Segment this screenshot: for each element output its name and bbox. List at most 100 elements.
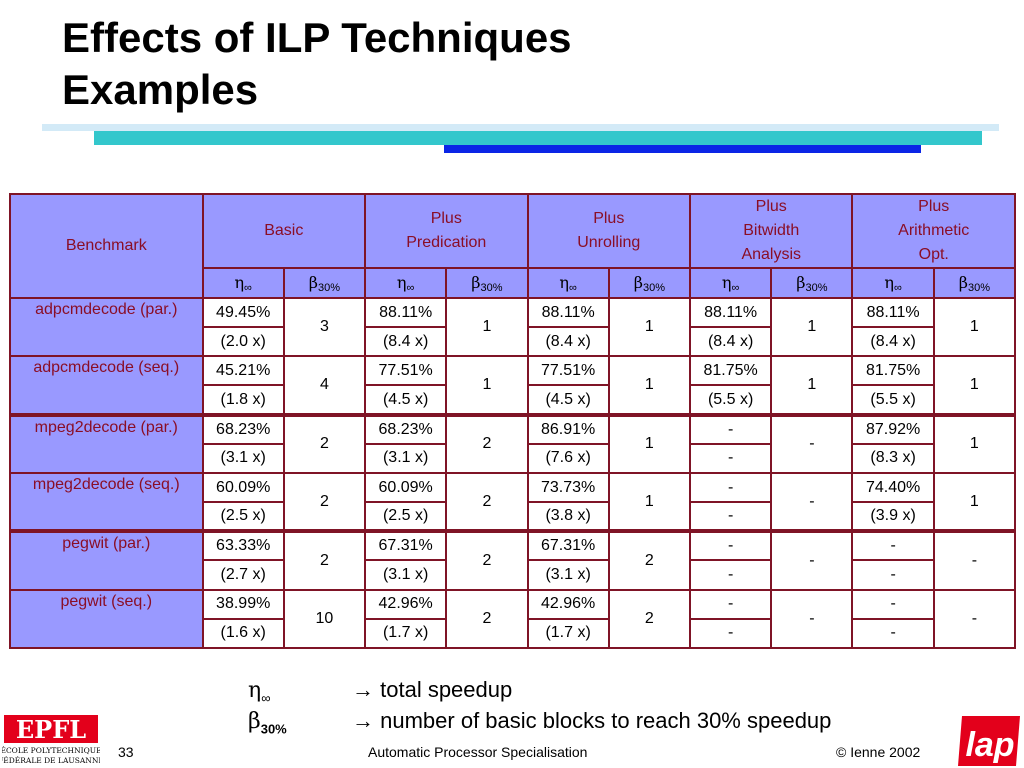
speedup-percent: 42.96%	[541, 595, 596, 613]
speedup-percent-cell: 88.11%	[526, 296, 610, 329]
speedup-factor: (2.5 x)	[382, 507, 429, 525]
arrow-right-icon: →	[352, 708, 374, 733]
basic-blocks-cell: 1	[607, 412, 692, 474]
speedup-factor-cell: (2.5 x)	[364, 501, 448, 533]
speedup-percent-cell: 60.09%	[364, 471, 448, 504]
speedup-factor-cell: (3.1 x)	[364, 559, 448, 591]
speedup-factor-cell: (5.5 x)	[688, 384, 773, 416]
header-group: Plus Predication	[364, 193, 529, 269]
speedup-percent-cell: 88.11%	[688, 296, 773, 329]
speedup-factor-cell: (8.4 x)	[688, 326, 773, 358]
beta-symbol: β	[471, 272, 481, 292]
speedup-factor: (3.9 x)	[870, 507, 916, 525]
speedup-percent-cell: -	[688, 588, 773, 620]
speedup-factor: -	[727, 449, 734, 467]
legend-description: → total speedup	[352, 677, 513, 702]
header-beta: β30%	[607, 267, 692, 299]
benchmark-name-label: mpeg2decode (seq.)	[32, 475, 180, 493]
basic-blocks-cell: 3	[282, 296, 367, 358]
speedup-percent-cell: -	[851, 529, 935, 562]
basic-blocks-cell: -	[770, 412, 854, 474]
speedup-factor-cell: -	[688, 501, 773, 533]
header-benchmark: Benchmark	[9, 193, 204, 299]
speedup-factor: (3.8 x)	[545, 507, 591, 525]
basic-blocks-value: 1	[482, 318, 492, 336]
table-row: (1.8 x) (4.5 x) (4.5 x) (5.5 x) (5.5 x)	[10, 384, 1015, 416]
slide-title-line1: Effects of ILP Techniques	[62, 14, 572, 61]
epfl-logo: EPFL ÉCOLE POLYTECHNIQUE FÉDÉRALE DE LAU…	[2, 715, 100, 765]
basic-blocks-cell: 4	[282, 355, 367, 416]
speedup-percent-cell: 60.09%	[201, 471, 285, 504]
decorative-bar-teal	[94, 131, 982, 145]
speedup-percent: -	[727, 595, 734, 613]
speedup-factor: (8.4 x)	[707, 332, 754, 350]
beta-symbol: β	[633, 272, 643, 292]
slide-title-line2: Examples	[62, 66, 259, 113]
basic-blocks-value: -	[971, 551, 978, 569]
header-group: Plus Arithmetic Opt.	[851, 193, 1016, 269]
svg-text:FÉDÉRALE DE LAUSANNE: FÉDÉRALE DE LAUSANNE	[2, 756, 100, 765]
basic-blocks-cell: -	[770, 588, 854, 650]
speedup-factor: -	[890, 565, 896, 583]
speedup-factor: (3.1 x)	[220, 449, 266, 467]
speedup-percent-cell: 77.51%	[364, 355, 448, 387]
basic-blocks-cell: 2	[282, 529, 367, 591]
speedup-percent: 81.75%	[865, 361, 921, 379]
eta-subscript: ∞	[569, 281, 577, 294]
speedup-percent-cell: 67.31%	[364, 529, 448, 562]
speedup-percent: 73.73%	[541, 478, 596, 496]
speedup-factor-cell: (3.1 x)	[364, 442, 448, 474]
eta-symbol: η	[559, 272, 569, 292]
eta-symbol: η	[721, 272, 732, 292]
basic-blocks-value: 1	[644, 435, 654, 453]
speedup-factor: (2.5 x)	[220, 507, 266, 525]
benchmark-name-label: pegwit (seq.)	[60, 592, 153, 610]
benchmark-name-label: mpeg2decode (par.)	[34, 418, 178, 436]
slide-title: Effects of ILP Techniques Examples	[62, 12, 572, 116]
header-group-label: Plus	[430, 210, 462, 227]
speedup-percent-cell: 86.91%	[526, 412, 610, 445]
footer-copyright: © Ienne 2002	[836, 744, 921, 760]
speedup-percent-cell: 73.73%	[526, 471, 610, 504]
basic-blocks-value: 1	[482, 375, 492, 393]
basic-blocks-value: 2	[644, 551, 654, 569]
speedup-percent-cell: -	[688, 471, 773, 504]
speedup-percent-cell: -	[688, 529, 773, 562]
beta-subscript: 30%	[642, 281, 666, 294]
basic-blocks-value: -	[971, 609, 978, 627]
decorative-bar-blue	[444, 145, 921, 153]
header-eta: η∞	[201, 267, 285, 299]
basic-blocks-cell: -	[932, 588, 1017, 650]
speedup-percent-cell: 77.51%	[526, 355, 610, 387]
speedup-factor-cell: (7.6 x)	[526, 442, 610, 474]
speedup-percent: 88.11%	[541, 303, 595, 321]
basic-blocks-cell: 1	[770, 355, 854, 416]
header-beta: β30%	[445, 267, 529, 299]
basic-blocks-cell: 1	[607, 355, 692, 416]
header-group-label: Plus	[593, 210, 625, 227]
speedup-percent-cell: 68.23%	[364, 412, 448, 445]
speedup-percent-cell: -	[851, 588, 935, 620]
footer-course-title: Automatic Processor Specialisation	[368, 744, 588, 760]
speedup-factor: -	[727, 507, 734, 525]
speedup-factor-cell: (3.8 x)	[526, 501, 610, 533]
header-group-label: Unrolling	[577, 234, 641, 251]
speedup-factor: (4.5 x)	[382, 390, 429, 408]
speedup-factor: -	[890, 624, 896, 642]
basic-blocks-cell: 2	[607, 588, 692, 650]
speedup-factor-cell: (8.3 x)	[851, 442, 935, 474]
speedup-percent: 88.11%	[704, 303, 758, 321]
benchmark-name-label: pegwit (par.)	[62, 535, 151, 553]
table-row: adpcmdecode (par.) 49.45% 3 88.11% 1 88.11% 1 8…	[9, 296, 1017, 358]
svg-text:lap: lap	[965, 726, 1014, 764]
speedup-factor-cell: -	[688, 559, 773, 591]
basic-blocks-value: -	[809, 492, 815, 510]
speedup-factor: (3.1 x)	[545, 565, 591, 583]
speedup-percent: -	[890, 537, 896, 555]
speedup-factor-cell: (3.1 x)	[526, 559, 610, 591]
basic-blocks-value: 1	[644, 375, 654, 393]
header-beta: β30%	[770, 267, 854, 299]
speedup-percent-cell: 42.96%	[364, 588, 448, 620]
speedup-percent-cell: 49.45%	[201, 296, 285, 329]
speedup-percent: 87.92%	[865, 420, 921, 438]
